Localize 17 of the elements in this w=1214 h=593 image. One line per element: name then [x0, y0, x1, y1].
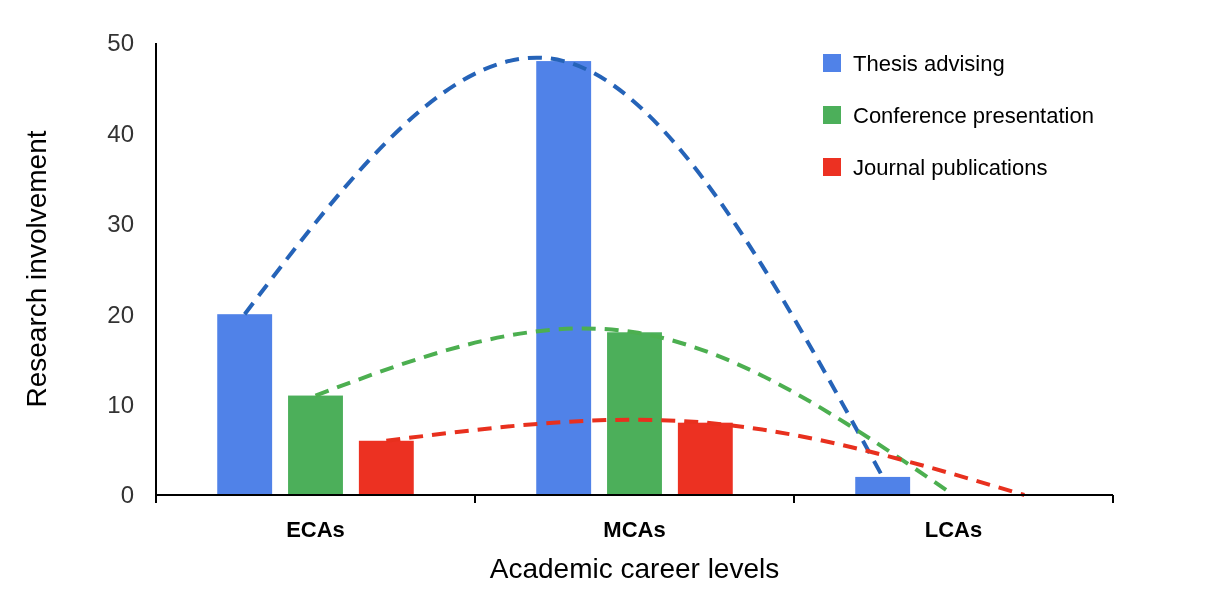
x-tick-label: MCAs — [603, 517, 666, 542]
y-tick-label: 30 — [107, 210, 134, 238]
y-tick-label: 0 — [120, 481, 134, 509]
y-tick-label: 20 — [107, 300, 134, 328]
bar — [855, 476, 911, 495]
y-tick-label: 50 — [107, 29, 134, 57]
legend-label: Thesis advising — [853, 50, 1005, 76]
legend-label: Conference presentation — [853, 102, 1094, 128]
bar — [217, 314, 273, 495]
y-tick-label: 40 — [107, 119, 134, 147]
bar — [536, 61, 592, 495]
y-tick-label: 10 — [107, 391, 134, 418]
legend-label: Journal publications — [853, 154, 1048, 180]
x-tick-label: LCAs — [924, 517, 983, 542]
x-tick-label: ECAs — [286, 517, 345, 542]
x-axis-title: Academic career levels — [489, 553, 780, 584]
y-axis-title: Research involvement — [21, 130, 52, 408]
